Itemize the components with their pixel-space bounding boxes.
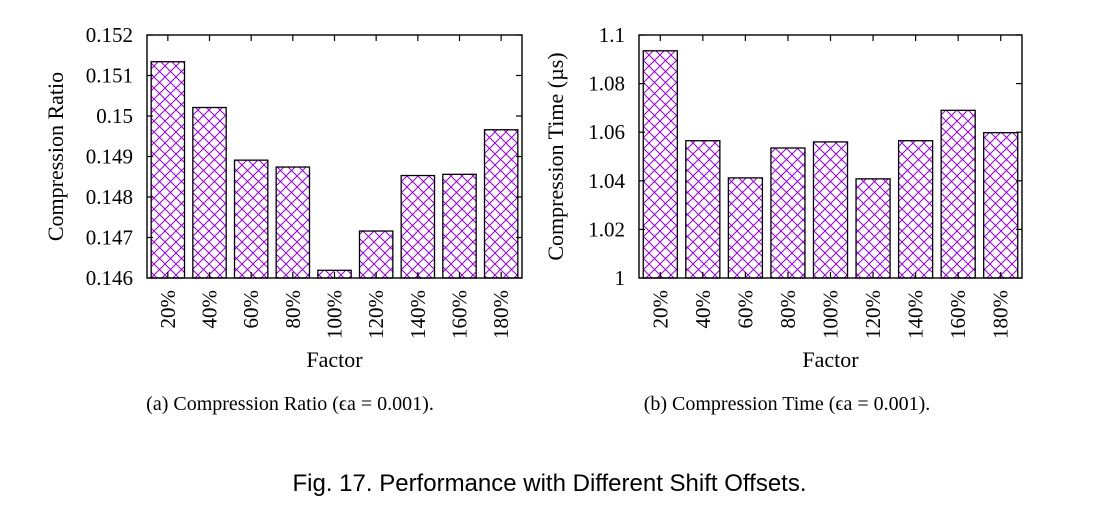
bar-80pct (770, 147, 806, 279)
bar-60pct (727, 177, 764, 279)
x-tick-label: 20% (156, 290, 180, 329)
bar-40pct (192, 106, 227, 279)
bar-120pct (855, 178, 891, 279)
y-axis-label: Compression Time (µs) (543, 52, 568, 260)
x-tick-label: 60% (733, 290, 757, 329)
chart-compression-ratio: 0.146 0.147 0.148 0.149 0.15 0.151 0.152 20% 40%… (43, 23, 523, 415)
x-tick-label: 180% (989, 290, 1013, 339)
x-tick-label: 80% (776, 290, 800, 329)
y-tick-label: 1 (615, 266, 626, 290)
y-tick-label: 1.08 (588, 72, 625, 96)
y-tick-label: 0.152 (86, 23, 133, 47)
x-tick-label: 60% (239, 290, 263, 329)
x-axis-label: Factor (306, 347, 363, 372)
x-tick-label: 140% (406, 290, 430, 339)
bar-180pct (983, 132, 1019, 279)
bar-140pct (400, 174, 436, 279)
y-axis-label: Compression Ratio (43, 72, 68, 241)
y-tick-label: 0.148 (86, 185, 133, 209)
x-tick-label: 160% (946, 290, 970, 339)
y-tick-label: 1.1 (599, 23, 625, 47)
x-tick-label: 100% (819, 290, 843, 339)
bar-20pct (642, 50, 678, 279)
y-tick-label: 1.04 (588, 169, 625, 193)
y-tick-label: 1.02 (588, 217, 625, 241)
bar-180pct (483, 129, 519, 279)
x-tick-label: 140% (904, 290, 928, 339)
figure-caption: Fig. 17. Performance with Different Shif… (292, 470, 807, 497)
y-tick-label: 0.151 (86, 64, 133, 88)
bar-140pct (897, 140, 934, 279)
y-tick-label: 0.15 (96, 104, 133, 128)
y-tick-label: 0.147 (86, 226, 133, 250)
y-tick-label: 0.149 (86, 145, 133, 169)
bar-160pct (940, 109, 976, 279)
x-tick-label: 160% (448, 290, 472, 339)
x-tick-label: 120% (861, 290, 885, 339)
subcaption: (a) Compression Ratio (ϵa = 0.001). (146, 393, 434, 415)
y-tick-label: 1.06 (588, 120, 625, 144)
bar-40pct (685, 140, 721, 279)
bar-160pct (442, 173, 477, 279)
bar-60pct (233, 159, 269, 279)
bar-100pct (812, 141, 849, 279)
chart-compression-time: 1 1.02 1.04 1.06 1.08 1.1 20% 40% 60% 80% 100% 120%… (543, 23, 1023, 415)
subcaption: (b) Compression Time (ϵa = 0.001). (644, 393, 931, 415)
y-tick-label: 0.146 (86, 266, 133, 290)
x-tick-label: 120% (364, 290, 388, 339)
x-tick-label: 80% (281, 290, 305, 329)
x-tick-label: 100% (323, 290, 347, 339)
bar-120pct (358, 230, 394, 279)
x-tick-label: 40% (198, 290, 222, 329)
x-tick-label: 180% (489, 290, 513, 339)
bar-80pct (275, 166, 311, 279)
x-tick-label: 40% (691, 290, 715, 329)
x-axis-label: Factor (802, 347, 859, 372)
x-tick-label: 20% (648, 290, 672, 329)
bar-20pct (150, 61, 186, 279)
